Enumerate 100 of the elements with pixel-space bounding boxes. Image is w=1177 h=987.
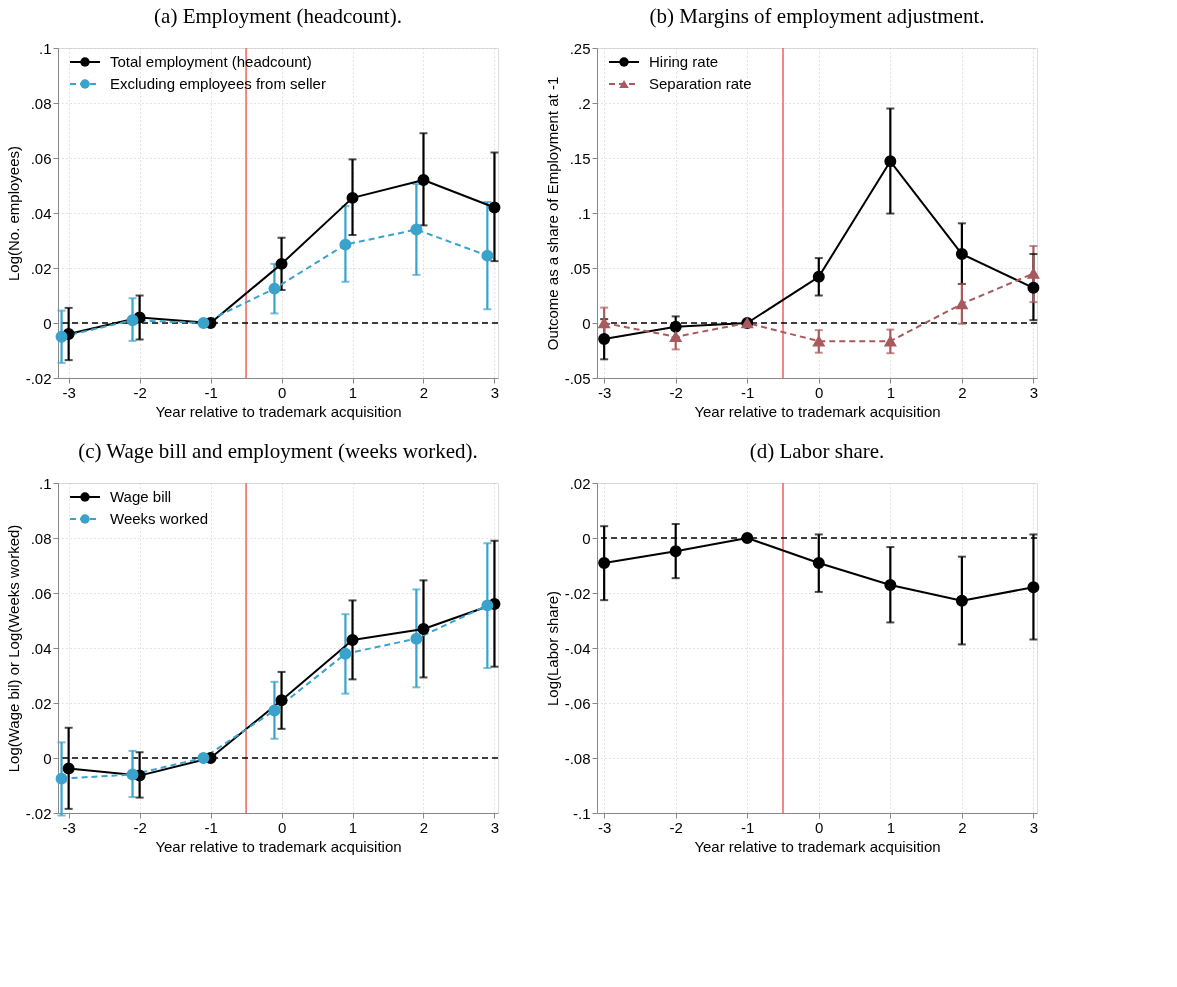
x-tick-label: 1 — [348, 818, 358, 836]
point — [197, 752, 210, 764]
y-tick-label: -.02 — [25, 369, 52, 387]
point — [812, 335, 825, 347]
point — [126, 768, 139, 781]
x-tick-label: 2 — [958, 818, 967, 836]
x-tick-label: 2 — [419, 383, 429, 401]
point — [488, 201, 501, 214]
point — [417, 623, 430, 636]
x-tick-label: 3 — [1029, 383, 1039, 401]
legend-label: Separation rate — [649, 75, 752, 92]
point — [126, 314, 139, 327]
y-tick-label: 0 — [43, 749, 52, 767]
y-tick-label: -.02 — [25, 804, 52, 822]
y-tick-label: .06 — [30, 149, 52, 167]
point — [741, 532, 754, 544]
point — [275, 257, 288, 270]
x-tick-label: 0 — [277, 383, 287, 401]
point — [268, 704, 281, 717]
point — [955, 594, 968, 607]
y-tick-label: .25 — [569, 39, 591, 57]
point — [884, 579, 897, 592]
chart-title: (c) Wage bill and employment (weeks worked). — [78, 439, 478, 463]
point — [884, 335, 897, 347]
point — [55, 772, 68, 785]
x-tick-label: -2 — [669, 818, 683, 836]
x-tick-label: 0 — [277, 818, 287, 836]
point — [346, 191, 359, 204]
y-tick-label: .1 — [577, 204, 591, 222]
point — [1027, 268, 1040, 279]
y-tick-label: .05 — [569, 259, 591, 277]
point — [955, 248, 968, 261]
legend-label: Hiring rate — [649, 53, 719, 70]
x-tick-label: 0 — [815, 383, 824, 401]
y-tick-label: .02 — [569, 474, 591, 492]
legend-label: Wage bill — [110, 488, 172, 505]
y-axis-title: Log(Labor share) — [543, 590, 561, 707]
x-tick-label: 3 — [490, 818, 500, 836]
y-tick-label: -.04 — [564, 639, 591, 657]
x-tick-label: -2 — [133, 818, 147, 836]
point — [481, 599, 494, 612]
point — [812, 557, 825, 570]
x-tick-label: 1 — [886, 383, 896, 401]
point — [669, 545, 682, 558]
y-tick-label: .1 — [38, 474, 52, 492]
y-tick-label: .1 — [38, 39, 52, 57]
x-axis-title: Year relative to trademark acquisition — [155, 402, 402, 420]
x-tick-label: 1 — [348, 383, 358, 401]
x-tick-label: -3 — [597, 818, 612, 836]
y-tick-label: -.06 — [564, 694, 591, 712]
point — [410, 632, 423, 645]
x-tick-label: -1 — [204, 383, 218, 401]
x-tick-label: -2 — [133, 383, 147, 401]
y-axis-title: Log(No. employees) — [4, 145, 22, 282]
y-axis-title: Log(Wage bil) or Log(Weeks worked) — [4, 524, 22, 773]
y-tick-label: -.05 — [564, 369, 591, 387]
chart-title: (b) Margins of employment adjustment. — [649, 4, 985, 28]
y-tick-label: .08 — [30, 94, 52, 112]
y-tick-label: -.02 — [564, 584, 591, 602]
point — [339, 647, 352, 660]
x-tick-label: -1 — [741, 383, 755, 401]
y-tick-label: -.08 — [564, 749, 591, 767]
x-axis-title: Year relative to trademark acquisition — [694, 837, 941, 855]
point — [339, 238, 352, 251]
x-axis-title: Year relative to trademark acquisition — [155, 837, 402, 855]
y-tick-label: -.1 — [572, 804, 591, 822]
point — [812, 270, 825, 283]
point — [268, 282, 281, 295]
y-tick-label: .02 — [30, 694, 52, 712]
chart-title: (d) Labor share. — [749, 439, 885, 463]
point — [884, 155, 897, 168]
x-tick-label: -2 — [669, 383, 683, 401]
point — [1027, 281, 1040, 294]
point — [62, 762, 75, 775]
x-tick-label: 2 — [419, 818, 429, 836]
y-tick-label: .15 — [569, 149, 591, 167]
y-tick-label: .02 — [30, 259, 52, 277]
legend-label: Weeks worked — [110, 510, 209, 527]
y-tick-label: .06 — [30, 584, 52, 602]
point — [598, 317, 611, 329]
y-tick-label: .04 — [30, 639, 52, 657]
legend-label: Excluding employees from seller — [110, 75, 326, 92]
point — [346, 634, 359, 647]
y-tick-label: .04 — [30, 204, 52, 222]
y-tick-label: 0 — [582, 314, 591, 332]
x-tick-label: 0 — [815, 818, 824, 836]
point — [955, 298, 968, 310]
point — [598, 557, 611, 570]
x-tick-label: -1 — [204, 818, 218, 836]
point — [417, 174, 430, 186]
x-tick-label: 2 — [958, 383, 967, 401]
x-tick-label: -3 — [62, 383, 76, 401]
legend-label: Total employment (headcount) — [110, 53, 312, 70]
point — [197, 317, 210, 329]
point — [669, 331, 682, 343]
y-axis-title: Outcome as a share of Employment at -1 — [543, 76, 561, 351]
x-tick-label: -3 — [62, 818, 76, 836]
point — [1027, 581, 1040, 594]
point — [481, 249, 494, 262]
y-tick-label: 0 — [582, 529, 591, 547]
